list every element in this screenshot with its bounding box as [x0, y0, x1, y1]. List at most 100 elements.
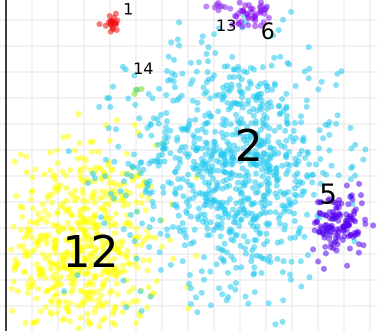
data-point-cluster-2 [207, 95, 213, 102]
data-point-cluster-2 [106, 95, 113, 102]
data-point-cluster-2 [102, 156, 109, 163]
data-point-cluster-2 [274, 256, 281, 262]
data-point-cluster-2 [318, 78, 325, 85]
data-point-cluster-12 [34, 210, 41, 217]
data-point-cluster-2 [282, 127, 289, 134]
data-point-cluster-2 [220, 116, 227, 123]
data-point-cluster-2 [290, 127, 297, 134]
data-point-cluster-12 [112, 303, 119, 310]
data-point-cluster-2 [227, 283, 234, 290]
data-point-cluster-2 [251, 200, 258, 207]
data-point-cluster-2 [280, 297, 287, 304]
data-point-cluster-2 [174, 164, 181, 171]
data-point-cluster-2 [91, 175, 98, 182]
data-point-cluster-2 [194, 127, 201, 134]
data-point-cluster-2 [276, 220, 283, 227]
data-point-cluster-2 [210, 143, 217, 150]
data-point-cluster-2 [277, 188, 284, 195]
data-point-cluster-2 [274, 239, 281, 246]
data-point-cluster-2 [200, 84, 207, 91]
data-point-cluster-2 [203, 79, 210, 86]
data-point-cluster-2 [227, 175, 234, 181]
data-point-cluster-12 [27, 218, 34, 225]
data-point-cluster-2 [247, 64, 254, 71]
data-point-cluster-2 [244, 148, 251, 155]
data-point-cluster-2 [198, 268, 205, 275]
data-point-cluster-12 [54, 210, 61, 217]
data-point-cluster-12 [60, 200, 67, 207]
data-point-cluster-2 [199, 160, 206, 167]
data-point-cluster-2 [177, 159, 183, 166]
data-point-cluster-2 [352, 141, 359, 148]
data-point-cluster-2 [176, 19, 183, 26]
data-point-cluster-2 [244, 85, 251, 92]
data-point-cluster-12 [12, 257, 19, 263]
data-point-cluster-2 [212, 50, 219, 56]
data-point-cluster-2 [207, 302, 214, 309]
data-point-cluster-2 [131, 151, 137, 158]
data-point-cluster-12 [120, 202, 127, 209]
data-point-cluster-2 [233, 264, 240, 271]
data-point-cluster-12 [122, 188, 129, 194]
data-point-cluster-2 [202, 151, 209, 158]
data-point-cluster-2 [281, 226, 288, 233]
data-point-cluster-12 [84, 206, 91, 212]
data-point-cluster-6 [260, 19, 267, 26]
data-point-cluster-2 [279, 318, 286, 325]
data-point-cluster-2 [155, 120, 162, 127]
data-point-cluster-12 [133, 225, 140, 232]
data-point-cluster-12 [76, 140, 83, 147]
data-point-cluster-2 [304, 211, 311, 218]
data-point-cluster-2 [199, 145, 205, 152]
data-point-cluster-2 [293, 192, 300, 199]
data-point-cluster-2 [198, 289, 205, 296]
data-point-cluster-2 [170, 78, 177, 85]
data-point-cluster-2 [193, 68, 200, 75]
data-point-cluster-12 [126, 288, 133, 295]
data-point-cluster-2 [328, 162, 335, 169]
data-point-cluster-12 [113, 117, 120, 124]
data-point-cluster-2 [252, 179, 259, 186]
data-point-cluster-2 [292, 234, 299, 241]
data-point-cluster-6 [265, 14, 272, 21]
data-point-cluster-12 [27, 275, 34, 282]
data-point-cluster-12 [76, 267, 83, 274]
data-point-cluster-12 [19, 204, 26, 211]
cluster-label-13: 13 [216, 16, 236, 35]
data-point-cluster-12 [114, 291, 121, 298]
data-point-cluster-2 [232, 157, 239, 164]
data-point-cluster-2 [220, 90, 227, 97]
data-point-cluster-2 [292, 199, 299, 205]
data-point-cluster-2 [164, 68, 171, 74]
data-point-cluster-12 [142, 207, 149, 213]
data-point-cluster-12 [75, 325, 82, 331]
data-point-cluster-2 [228, 121, 234, 128]
data-point-cluster-2 [295, 230, 302, 237]
data-point-cluster-2 [284, 120, 291, 126]
data-point-cluster-12 [170, 255, 176, 262]
data-point-cluster-12 [152, 235, 159, 241]
data-point-cluster-2 [131, 72, 138, 79]
data-point-cluster-2 [137, 288, 144, 295]
data-point-cluster-2 [165, 53, 172, 60]
data-point-cluster-6 [244, 11, 251, 17]
data-point-cluster-2 [292, 160, 299, 167]
data-point-cluster-12 [48, 311, 55, 318]
data-point-cluster-12 [80, 205, 87, 212]
data-point-cluster-2 [243, 154, 249, 161]
data-point-cluster-2 [188, 213, 195, 220]
data-point-cluster-2 [279, 269, 286, 276]
data-point-cluster-12 [110, 179, 117, 186]
data-point-cluster-2 [291, 218, 298, 224]
data-point-cluster-2 [175, 176, 182, 183]
data-point-cluster-2 [271, 127, 278, 134]
data-point-cluster-12 [140, 257, 147, 264]
data-point-cluster-2 [237, 158, 244, 165]
data-point-cluster-2 [145, 91, 152, 98]
data-point-cluster-12 [89, 261, 96, 268]
data-point-cluster-2 [362, 146, 369, 153]
data-point-cluster-2 [180, 193, 187, 200]
data-point-cluster-12 [46, 260, 53, 267]
data-point-cluster-2 [215, 213, 222, 220]
data-point-cluster-2 [275, 27, 282, 34]
